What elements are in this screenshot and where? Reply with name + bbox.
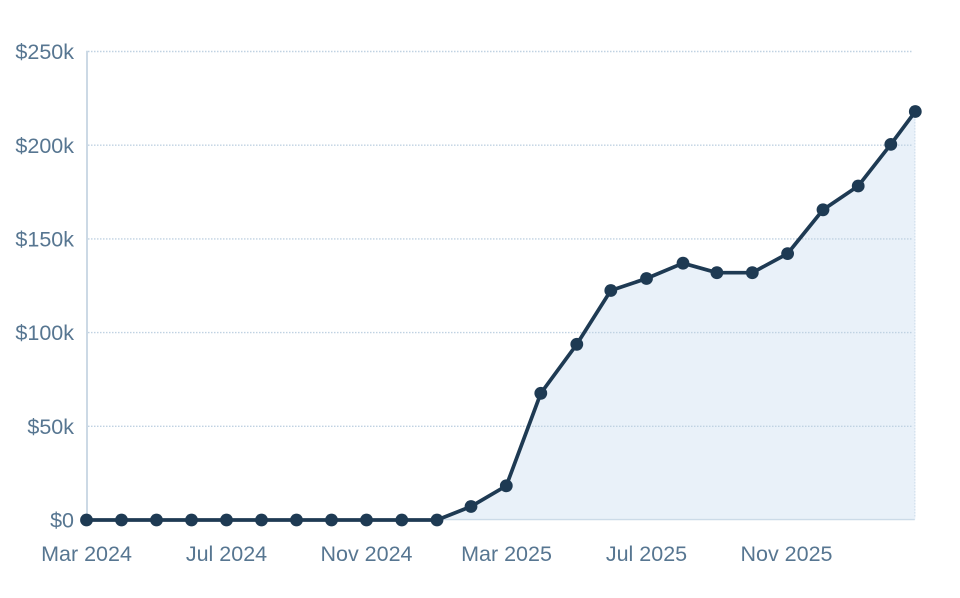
svg-text:Jul 2024: Jul 2024 xyxy=(186,542,267,566)
svg-text:$250k: $250k xyxy=(15,40,74,64)
svg-text:Nov 2024: Nov 2024 xyxy=(320,542,412,566)
svg-text:$200k: $200k xyxy=(15,134,74,158)
svg-text:Jul 2025: Jul 2025 xyxy=(606,542,687,566)
svg-text:$0: $0 xyxy=(50,509,74,533)
svg-text:Nov 2025: Nov 2025 xyxy=(740,542,832,566)
svg-text:Mar 2024: Mar 2024 xyxy=(41,542,132,566)
svg-text:$150k: $150k xyxy=(15,228,74,252)
svg-text:$100k: $100k xyxy=(15,321,74,345)
svg-text:$50k: $50k xyxy=(27,415,74,439)
svg-text:Mar 2025: Mar 2025 xyxy=(461,542,552,566)
